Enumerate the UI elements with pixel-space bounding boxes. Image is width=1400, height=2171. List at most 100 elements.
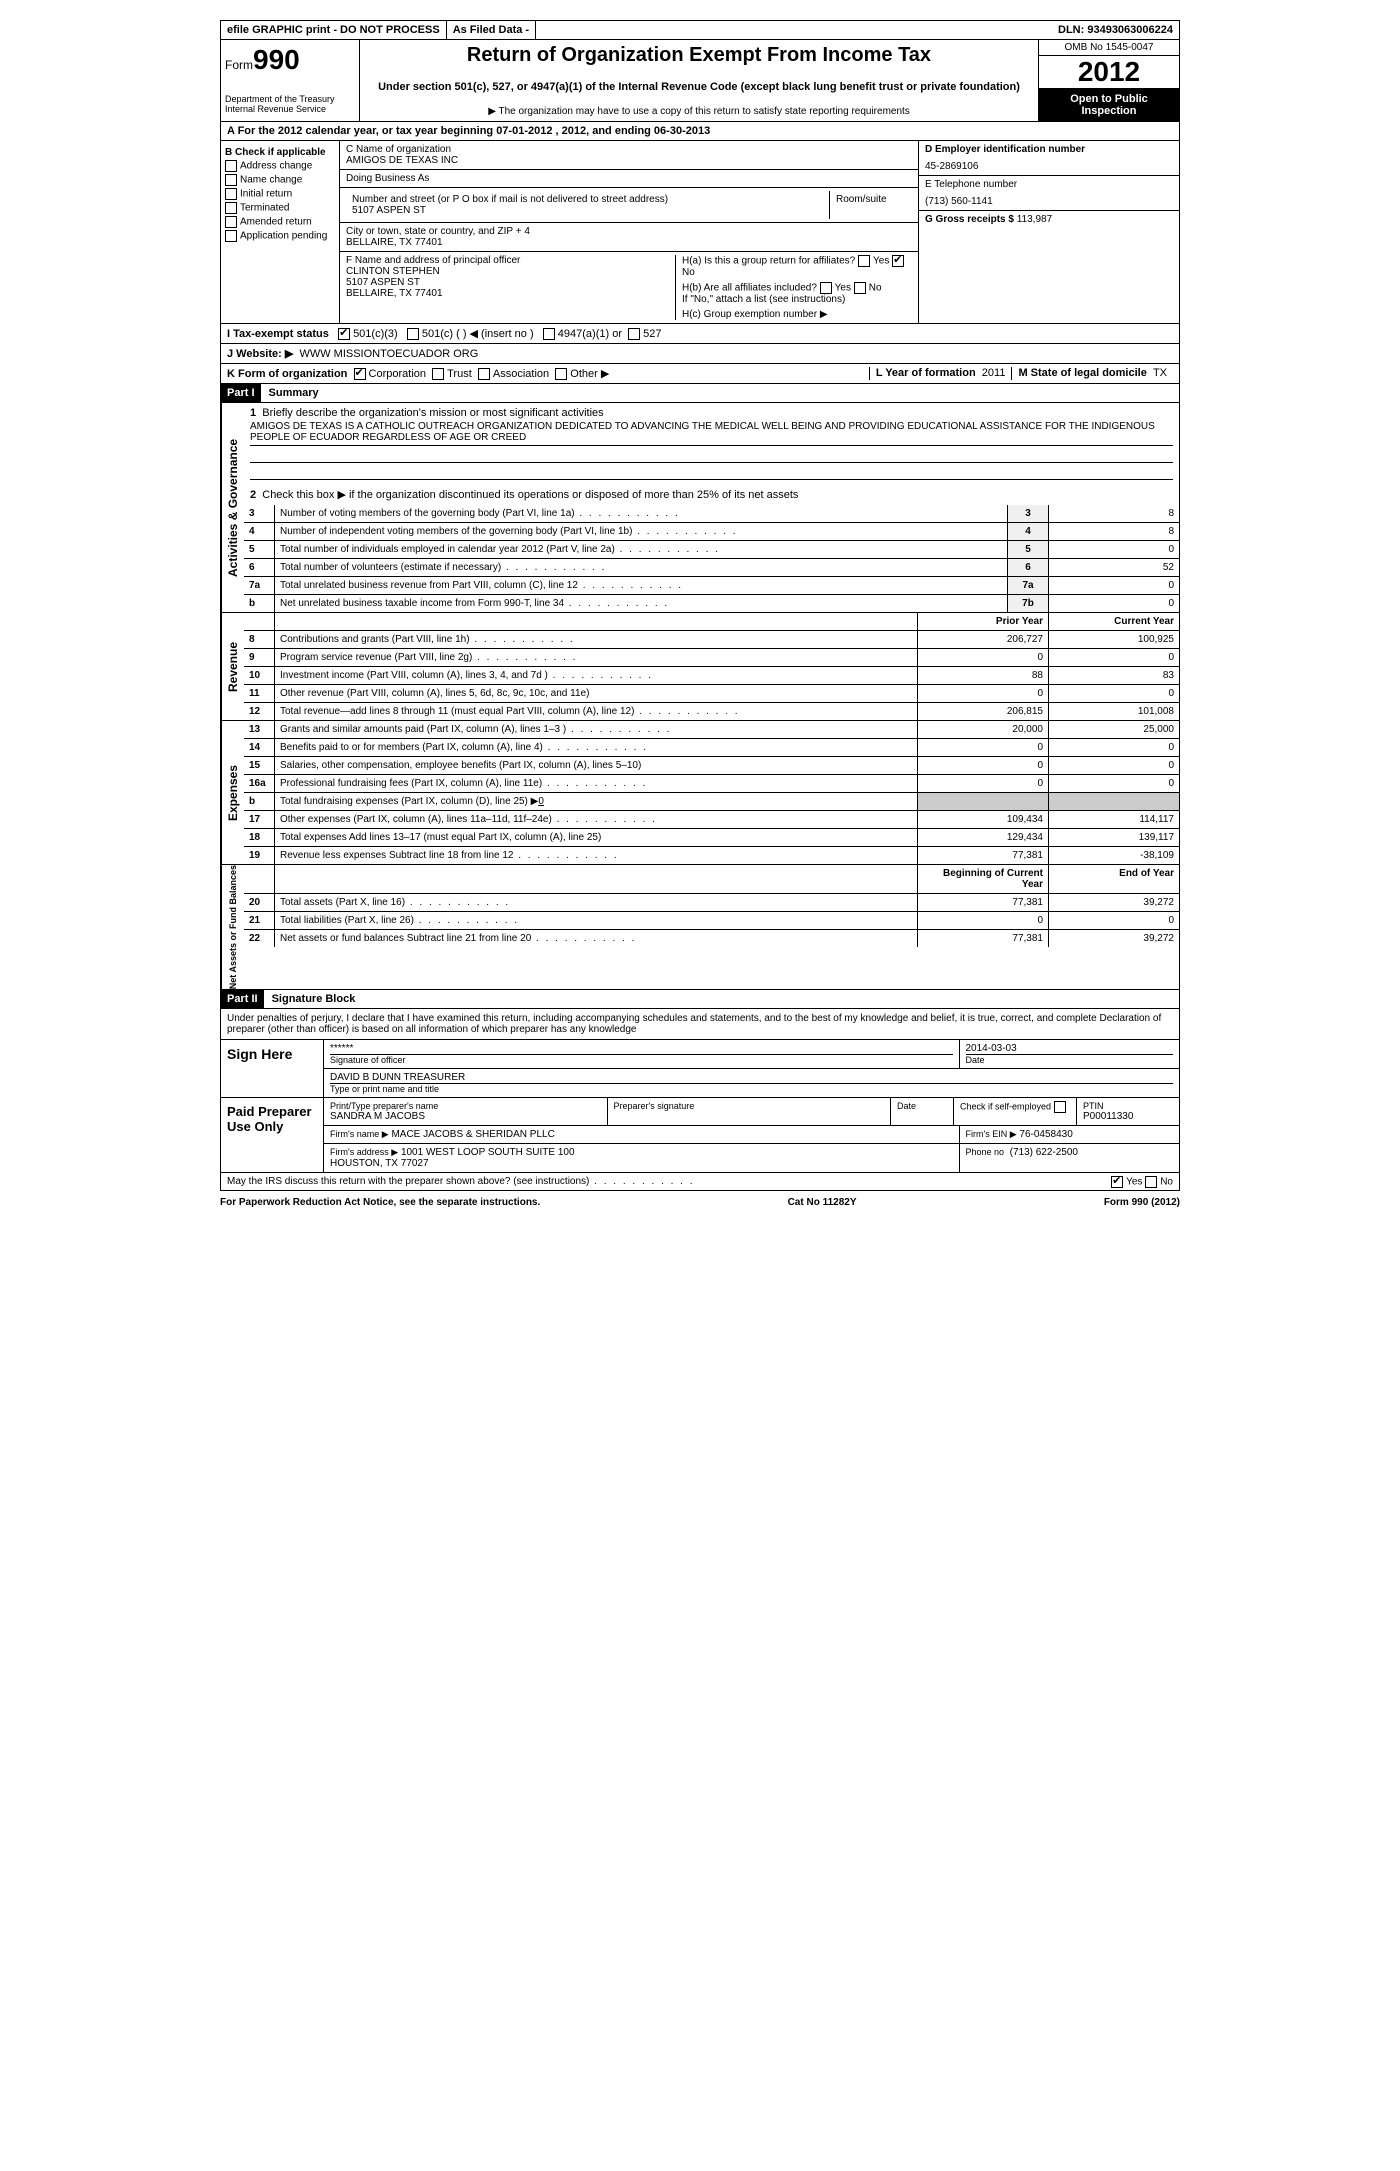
l14: Benefits paid to or for members (Part IX… bbox=[275, 739, 918, 757]
part-ii-header: Part II Signature Block bbox=[220, 990, 1180, 1009]
n21e: 0 bbox=[1049, 912, 1180, 930]
e19p: 77,381 bbox=[918, 847, 1049, 865]
sign-here-label: Sign Here bbox=[221, 1040, 324, 1097]
firm-name: MACE JACOBS & SHERIDAN PLLC bbox=[391, 1129, 554, 1140]
dept: Department of the Treasury bbox=[225, 94, 355, 104]
check-other[interactable] bbox=[555, 368, 567, 380]
pra-notice: For Paperwork Reduction Act Notice, see … bbox=[220, 1197, 540, 1208]
part-i-header: Part I Summary bbox=[220, 384, 1180, 403]
e17c: 114,117 bbox=[1049, 811, 1180, 829]
e18c: 139,117 bbox=[1049, 829, 1180, 847]
cat-no: Cat No 11282Y bbox=[788, 1197, 857, 1208]
check-assoc[interactable] bbox=[478, 368, 490, 380]
irs: Internal Revenue Service bbox=[225, 104, 355, 114]
check-amended[interactable] bbox=[225, 216, 237, 228]
officer-printed: DAVID B DUNN TREASURER bbox=[330, 1072, 1173, 1083]
end-year-header: End of Year bbox=[1049, 865, 1180, 894]
side-net-assets: Net Assets or Fund Balances bbox=[221, 865, 244, 989]
page-footer: For Paperwork Reduction Act Notice, see … bbox=[220, 1191, 1180, 1214]
l12: Total revenue—add lines 8 through 11 (mu… bbox=[275, 703, 918, 721]
line-a: A For the 2012 calendar year, or tax yea… bbox=[220, 122, 1180, 141]
section-net-assets: Net Assets or Fund Balances Beginning of… bbox=[220, 865, 1180, 990]
self-employed: Check if self-employed bbox=[954, 1098, 1077, 1125]
check-501c3[interactable] bbox=[338, 328, 350, 340]
l13: Grants and similar amounts paid (Part IX… bbox=[275, 721, 918, 739]
ptin-label: PTIN bbox=[1083, 1101, 1173, 1111]
l7b: Net unrelated business taxable income fr… bbox=[275, 595, 1008, 613]
ha-label: H(a) Is this a group return for affiliat… bbox=[682, 255, 912, 278]
l6: Total number of volunteers (estimate if … bbox=[275, 559, 1008, 577]
section-activities: Activities & Governance 1 Briefly descri… bbox=[220, 403, 1180, 613]
l20: Total assets (Part X, line 16) bbox=[275, 894, 918, 912]
n22b: 77,381 bbox=[918, 930, 1049, 948]
efile-notice: efile GRAPHIC print - DO NOT PROCESS bbox=[221, 21, 447, 39]
check-self-employed[interactable] bbox=[1054, 1101, 1066, 1113]
city: BELLAIRE, TX 77401 bbox=[346, 237, 912, 248]
prep-date-label: Date bbox=[897, 1101, 947, 1111]
tel-label: E Telephone number bbox=[925, 179, 1173, 190]
street: 5107 ASPEN ST bbox=[352, 205, 823, 216]
r8p: 206,727 bbox=[918, 631, 1049, 649]
section-expenses: Expenses 13Grants and similar amounts pa… bbox=[220, 721, 1180, 865]
hb-note: If "No," attach a list (see instructions… bbox=[682, 294, 912, 305]
form-subtitle: Under section 501(c), 527, or 4947(a)(1)… bbox=[364, 81, 1034, 93]
l17: Other expenses (Part IX, column (A), lin… bbox=[275, 811, 918, 829]
state-domicile: TX bbox=[1153, 367, 1167, 379]
check-527[interactable] bbox=[628, 328, 640, 340]
as-filed: As Filed Data - bbox=[447, 21, 536, 39]
room-label: Room/suite bbox=[830, 191, 912, 219]
check-pending[interactable] bbox=[225, 230, 237, 242]
e15c: 0 bbox=[1049, 757, 1180, 775]
n21b: 0 bbox=[918, 912, 1049, 930]
r9c: 0 bbox=[1049, 649, 1180, 667]
l3: Number of voting members of the governin… bbox=[275, 505, 1008, 523]
check-trust[interactable] bbox=[432, 368, 444, 380]
officer-title-label: Type or print name and title bbox=[330, 1083, 1173, 1094]
r12p: 206,815 bbox=[918, 703, 1049, 721]
check-name[interactable] bbox=[225, 174, 237, 186]
gross-receipts: 113,987 bbox=[1017, 214, 1052, 225]
hb-no[interactable] bbox=[854, 282, 866, 294]
officer-addr2: BELLAIRE, TX 77401 bbox=[346, 288, 675, 299]
check-corp[interactable] bbox=[354, 368, 366, 380]
e16p: 0 bbox=[918, 775, 1049, 793]
box-c: C Name of organizationAMIGOS DE TEXAS IN… bbox=[340, 141, 919, 323]
r10c: 83 bbox=[1049, 667, 1180, 685]
perjury-statement: Under penalties of perjury, I declare th… bbox=[221, 1009, 1179, 1039]
hb-yes[interactable] bbox=[820, 282, 832, 294]
check-501c[interactable] bbox=[407, 328, 419, 340]
e18p: 129,434 bbox=[918, 829, 1049, 847]
tax-year: 2012 bbox=[1039, 56, 1179, 89]
check-terminated[interactable] bbox=[225, 202, 237, 214]
revenue-table: Prior YearCurrent Year 8Contributions an… bbox=[244, 613, 1179, 720]
name-label: C Name of organization bbox=[346, 144, 912, 155]
e16c: 0 bbox=[1049, 775, 1180, 793]
line-i: I Tax-exempt status 501(c)(3) 501(c) ( )… bbox=[220, 324, 1180, 344]
r9p: 0 bbox=[918, 649, 1049, 667]
ptin: P00011330 bbox=[1083, 1111, 1173, 1122]
side-expenses: Expenses bbox=[221, 721, 244, 864]
r10p: 88 bbox=[918, 667, 1049, 685]
form-header: Form990 Department of the Treasury Inter… bbox=[220, 40, 1180, 122]
r8c: 100,925 bbox=[1049, 631, 1180, 649]
check-4947[interactable] bbox=[543, 328, 555, 340]
l9: Program service revenue (Part VIII, line… bbox=[275, 649, 918, 667]
discuss-yes[interactable] bbox=[1111, 1176, 1123, 1188]
e14c: 0 bbox=[1049, 739, 1180, 757]
box-b: B Check if applicable Address change Nam… bbox=[221, 141, 340, 323]
open-inspection: Open to Public Inspection bbox=[1039, 89, 1179, 121]
ein: 45-2869106 bbox=[925, 161, 1173, 172]
check-address[interactable] bbox=[225, 160, 237, 172]
sig-date-label: Date bbox=[966, 1054, 1174, 1065]
hb-label: H(b) Are all affiliates included? Yes No bbox=[682, 282, 912, 294]
dba-label: Doing Business As bbox=[346, 173, 912, 184]
ha-yes[interactable] bbox=[858, 255, 870, 267]
discuss-no[interactable] bbox=[1145, 1176, 1157, 1188]
check-initial[interactable] bbox=[225, 188, 237, 200]
ha-no[interactable] bbox=[892, 255, 904, 267]
e17p: 109,434 bbox=[918, 811, 1049, 829]
firm-phone: (713) 622-2500 bbox=[1010, 1147, 1078, 1158]
prep-name-label: Print/Type preparer's name bbox=[330, 1101, 601, 1111]
part-i-label: Part I bbox=[221, 384, 261, 402]
officer-name: CLINTON STEPHEN bbox=[346, 266, 675, 277]
